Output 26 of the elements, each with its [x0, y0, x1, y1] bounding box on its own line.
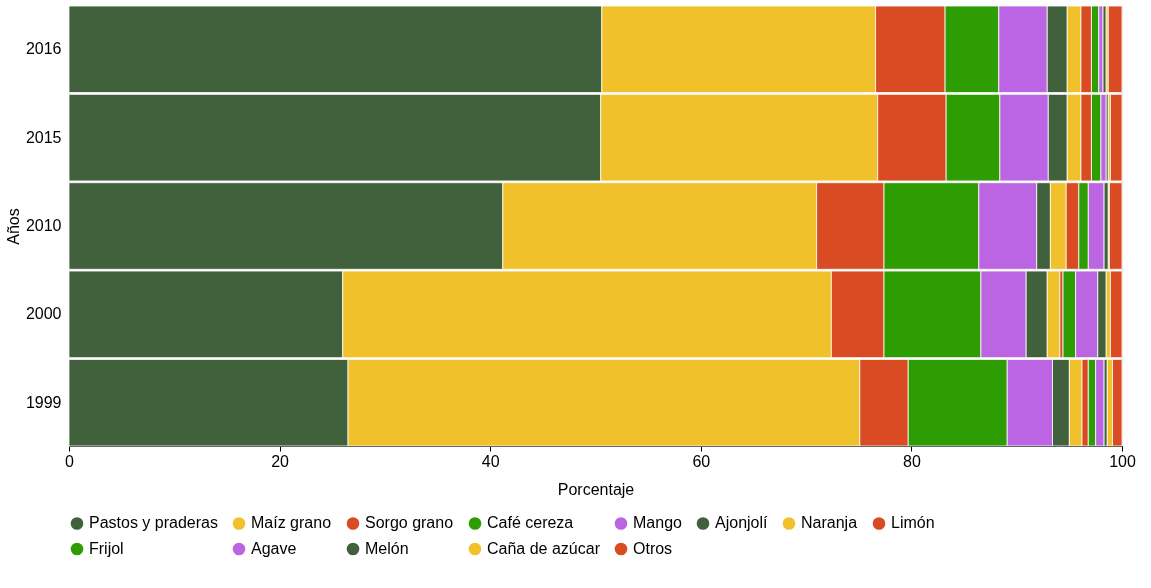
x-tick-label: 20	[271, 452, 290, 470]
x-axis-title: Porcentaje	[557, 480, 635, 498]
y-tick-label: 2015	[25, 128, 62, 146]
y-axis-title: Años	[4, 208, 22, 245]
x-tick-label: 60	[692, 452, 711, 470]
x-tick-label: 0	[65, 452, 75, 470]
legend-label: Caña de azúcar	[487, 540, 601, 557]
x-tick-label: 100	[1109, 452, 1136, 470]
legend-label: Frijol	[89, 540, 124, 557]
legend-label: Pastos y praderas	[89, 514, 218, 532]
legend-label: Maíz grano	[251, 514, 332, 532]
x-tick-label: 40	[481, 452, 500, 470]
y-tick-label: 2016	[25, 40, 62, 58]
legend-label: Mango	[633, 514, 683, 532]
legend-label: Sorgo grano	[365, 514, 454, 532]
y-tick-label: 2010	[25, 217, 62, 234]
x-tick-label: 80	[903, 452, 921, 470]
legend-label: Café cereza	[487, 514, 574, 532]
legend-label: Agave	[251, 540, 297, 557]
legend-label: Otros	[633, 540, 673, 557]
legend-label: Naranja	[801, 514, 858, 532]
legend-label: Melón	[365, 540, 409, 557]
y-tick-label: 2000	[25, 305, 62, 323]
legend-label: Limón	[891, 514, 935, 532]
y-tick-label: 1999	[25, 393, 62, 411]
legend-label: Ajonjolí	[715, 514, 769, 532]
